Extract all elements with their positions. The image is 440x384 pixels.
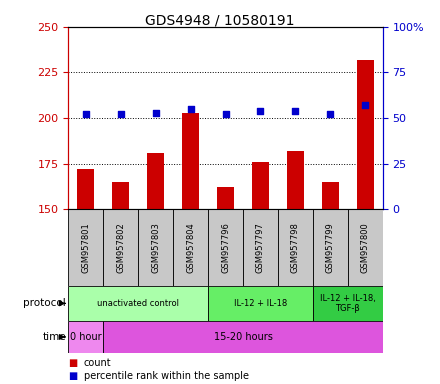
Bar bbox=[278, 209, 313, 286]
Point bbox=[362, 102, 369, 108]
Text: GSM957804: GSM957804 bbox=[186, 222, 195, 273]
Text: GSM957797: GSM957797 bbox=[256, 222, 265, 273]
Text: ■: ■ bbox=[68, 358, 77, 368]
Point bbox=[292, 108, 299, 114]
Text: protocol: protocol bbox=[23, 298, 66, 308]
Point bbox=[117, 111, 124, 118]
Bar bbox=[112, 182, 129, 209]
Text: GSM957800: GSM957800 bbox=[361, 222, 370, 273]
Point bbox=[187, 106, 194, 112]
Text: 0 hour: 0 hour bbox=[70, 332, 102, 342]
Bar bbox=[68, 321, 103, 353]
Bar bbox=[182, 113, 199, 209]
Bar bbox=[68, 286, 208, 321]
Text: GSM957803: GSM957803 bbox=[151, 222, 160, 273]
Text: IL-12 + IL-18,
TGF-β: IL-12 + IL-18, TGF-β bbox=[320, 294, 376, 313]
Bar bbox=[313, 286, 383, 321]
Bar bbox=[356, 60, 374, 209]
Text: time: time bbox=[42, 332, 66, 342]
Text: GSM957796: GSM957796 bbox=[221, 222, 230, 273]
Bar bbox=[103, 321, 383, 353]
Point bbox=[222, 111, 229, 118]
Point bbox=[82, 111, 89, 118]
Bar bbox=[208, 209, 243, 286]
Text: GSM957801: GSM957801 bbox=[81, 222, 90, 273]
Bar bbox=[138, 209, 173, 286]
Bar bbox=[252, 162, 269, 209]
Text: count: count bbox=[84, 358, 111, 368]
Bar bbox=[287, 151, 304, 209]
Bar bbox=[217, 187, 234, 209]
Text: GSM957799: GSM957799 bbox=[326, 222, 335, 273]
Text: percentile rank within the sample: percentile rank within the sample bbox=[84, 371, 249, 381]
Point bbox=[327, 111, 334, 118]
Text: IL-12 + IL-18: IL-12 + IL-18 bbox=[234, 299, 287, 308]
Bar bbox=[173, 209, 208, 286]
Text: GSM957798: GSM957798 bbox=[291, 222, 300, 273]
Bar bbox=[243, 209, 278, 286]
Bar bbox=[322, 182, 339, 209]
Text: GSM957802: GSM957802 bbox=[116, 222, 125, 273]
Text: unactivated control: unactivated control bbox=[97, 299, 179, 308]
Point bbox=[152, 109, 159, 116]
Text: ■: ■ bbox=[68, 371, 77, 381]
Point bbox=[257, 108, 264, 114]
Bar bbox=[313, 209, 348, 286]
Text: 15-20 hours: 15-20 hours bbox=[213, 332, 272, 342]
Bar bbox=[147, 153, 164, 209]
Bar bbox=[68, 209, 103, 286]
Bar bbox=[103, 209, 138, 286]
Bar bbox=[77, 169, 95, 209]
Text: GDS4948 / 10580191: GDS4948 / 10580191 bbox=[145, 13, 295, 27]
Bar bbox=[348, 209, 383, 286]
Bar bbox=[208, 286, 313, 321]
